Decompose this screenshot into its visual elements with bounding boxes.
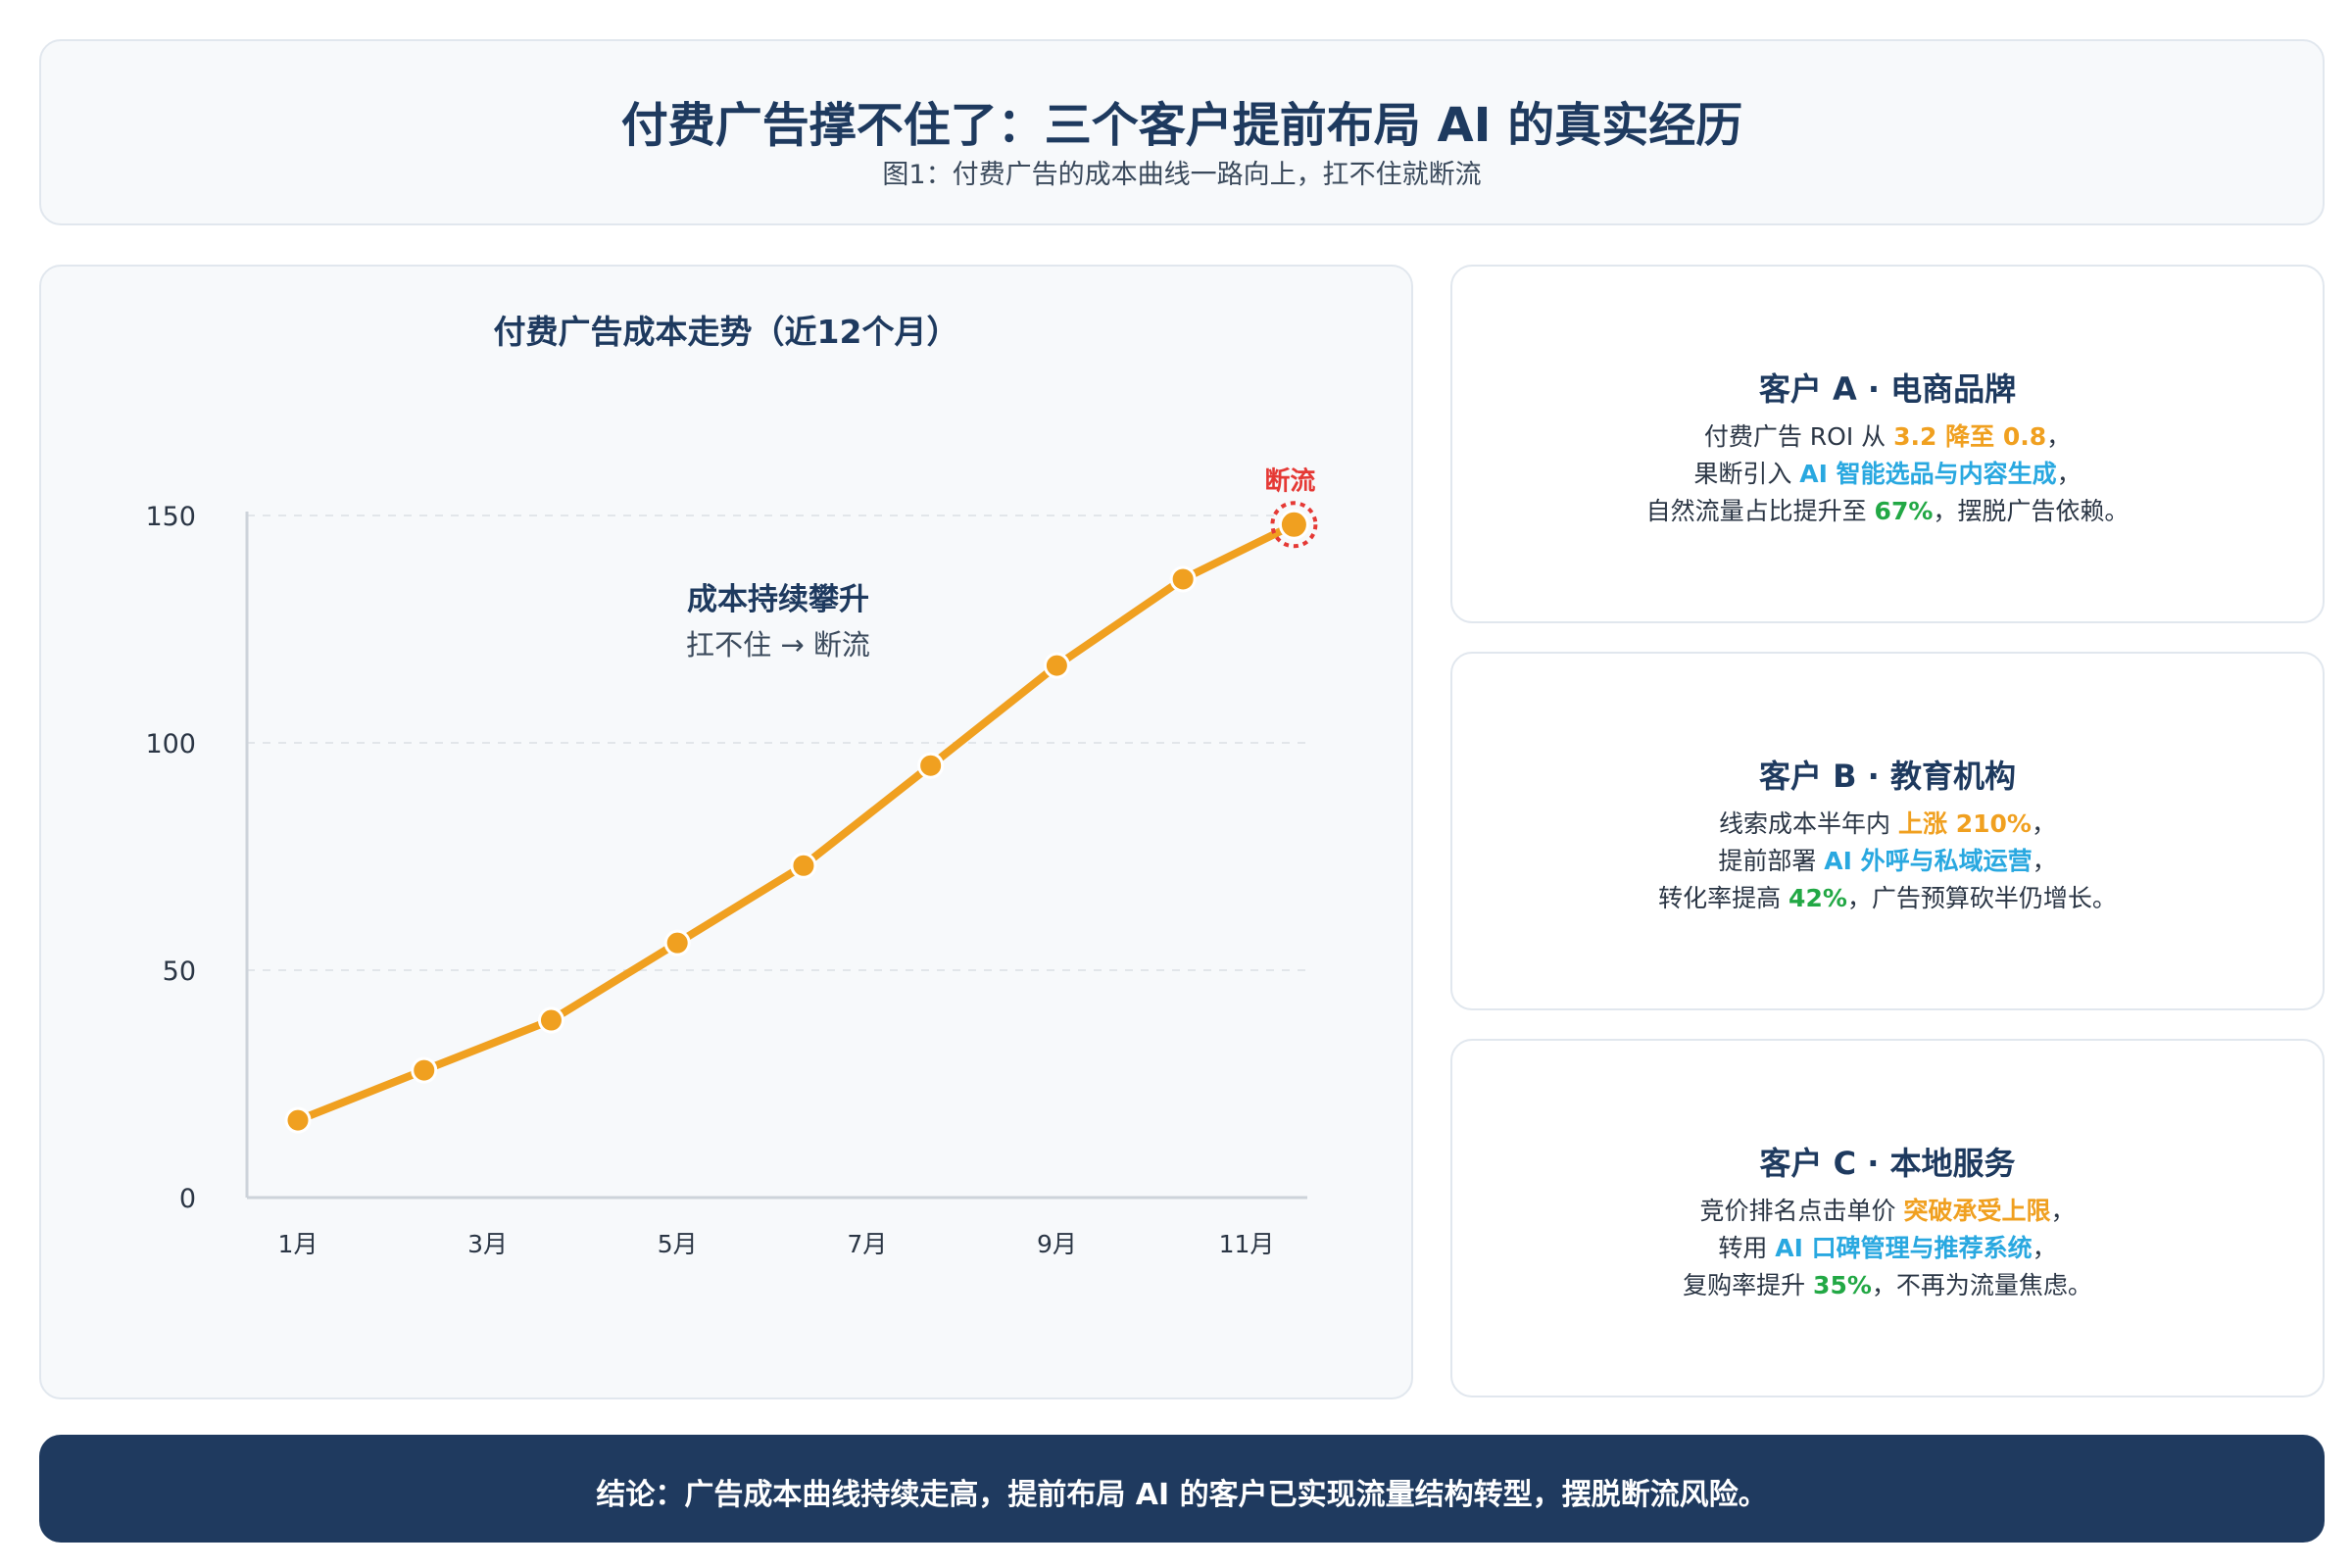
endpoint-label: 断流: [1264, 466, 1315, 496]
client-line: 提前部署 AI 外呼与私域运营，: [1718, 847, 2057, 875]
highlight-text: 42%: [1788, 884, 1847, 912]
highlight-text: 上涨 210%: [1897, 809, 2032, 838]
highlight-text: 35%: [1813, 1271, 1872, 1299]
y-tick-label: 0: [179, 1184, 196, 1214]
client-line: 果断引入 AI 智能选品与内容生成，: [1693, 460, 2082, 488]
highlight-text: 3.2 降至 0.8: [1893, 422, 2047, 451]
x-tick-label: 9月: [1037, 1230, 1077, 1258]
x-tick-label: 3月: [467, 1230, 508, 1258]
client-line: 竞价排名点击单价 突破承受上限，: [1699, 1197, 2076, 1225]
client-title: 客户 B · 教育机构: [1759, 758, 2016, 795]
data-point: [1043, 652, 1070, 679]
data-point: [411, 1056, 438, 1084]
client-line: 自然流量占比提升至 67%，摆脱广告依赖。: [1645, 497, 2130, 525]
page-subtitle: 图1：付费广告的成本曲线一路向上，扛不住就断流: [882, 160, 1482, 190]
client-line: 付费广告 ROI 从 3.2 降至 0.8，: [1703, 422, 2072, 451]
annotation-title: 成本持续攀升: [687, 582, 869, 617]
data-point: [917, 752, 945, 779]
data-point: [284, 1106, 312, 1134]
client-card-c: 客户 C · 本地服务 竞价排名点击单价 突破承受上限， 转用 AI 口碑管理与…: [1450, 1039, 2325, 1397]
annotation-subtitle: 扛不住 → 断流: [686, 628, 870, 662]
y-tick-label: 50: [163, 956, 196, 987]
highlight-text: AI 智能选品与内容生成: [1799, 460, 2057, 488]
conclusion-text: 结论：广告成本曲线持续走高，提前布局 AI 的客户已实现流量结构转型，摆脱断流风…: [596, 1478, 1768, 1512]
x-tick-label: 5月: [658, 1230, 698, 1258]
highlight-text: 突破承受上限: [1903, 1197, 2051, 1225]
data-point: [1169, 565, 1197, 593]
client-line: 转用 AI 口碑管理与推荐系统，: [1718, 1234, 2057, 1262]
client-line: 线索成本半年内 上涨 210%，: [1719, 809, 2056, 838]
data-point: [790, 852, 817, 879]
client-title: 客户 A · 电商品牌: [1758, 370, 2017, 408]
highlight-text: AI 口碑管理与推荐系统: [1775, 1234, 2033, 1262]
highlight-text: 67%: [1874, 497, 1934, 525]
conclusion-banner: 结论：广告成本曲线持续走高，提前布局 AI 的客户已实现流量结构转型，摆脱断流风…: [39, 1435, 2325, 1543]
client-line: 复购率提升 35%，不再为流量焦虑。: [1683, 1271, 2092, 1299]
x-tick-label: 7月: [847, 1230, 887, 1258]
highlight-text: AI 外呼与私域运营: [1824, 847, 2033, 875]
client-card-a: 客户 A · 电商品牌 付费广告 ROI 从 3.2 降至 0.8， 果断引入 …: [1450, 265, 2325, 623]
header-card: 付费广告撑不住了：三个客户提前布局 AI 的真实经历 图1：付费广告的成本曲线一…: [39, 39, 2325, 225]
y-tick-label: 150: [145, 502, 196, 532]
client-card-b: 客户 B · 教育机构 线索成本半年内 上涨 210%， 提前部署 AI 外呼与…: [1450, 652, 2325, 1010]
chart-card: 付费广告成本走势（近12个月） 0 50 100 150 1月 3月 5月 7月 9月 11月 断流…: [39, 265, 1413, 1399]
data-point: [537, 1006, 564, 1034]
chart-title: 付费广告成本走势（近12个月）: [493, 313, 959, 351]
client-line: 转化率提高 42%，广告预算砍半仍增长。: [1658, 884, 2117, 912]
x-tick-label: 11月: [1219, 1230, 1275, 1258]
page-title: 付费广告撑不住了：三个客户提前布局 AI 的真实经历: [620, 98, 1743, 153]
client-title: 客户 C · 本地服务: [1759, 1145, 2016, 1182]
data-point: [1278, 509, 1309, 540]
data-point: [663, 929, 691, 956]
y-tick-label: 100: [145, 729, 196, 760]
x-tick-label: 1月: [278, 1230, 318, 1258]
endpoint-ring: [1270, 501, 1318, 549]
